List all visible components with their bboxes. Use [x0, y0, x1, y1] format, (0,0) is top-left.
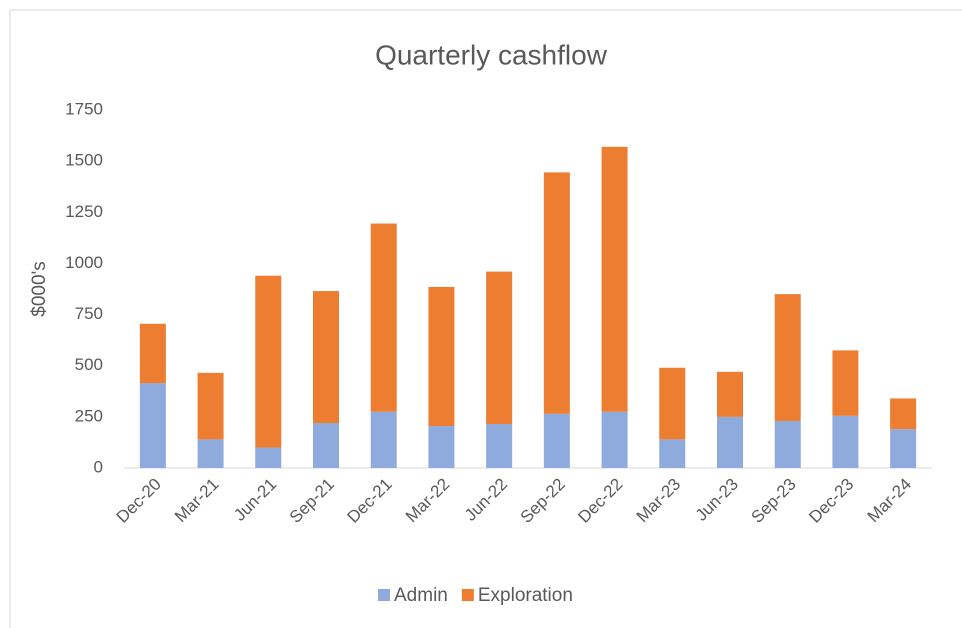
x-tick-label: Dec-20: [113, 475, 165, 527]
y-tick-label: 1750: [65, 99, 103, 118]
bar-segment: [717, 416, 743, 468]
bar-segment: [255, 275, 282, 448]
bar-segment: [428, 426, 455, 468]
x-tick-label: Sep-23: [748, 475, 800, 527]
y-tick-label: 1500: [65, 151, 103, 170]
bar-segment: [486, 271, 513, 425]
bar-segment: [428, 286, 455, 427]
bar-segment: [313, 291, 339, 423]
y-tick-label: 1250: [65, 202, 103, 221]
x-tick-label: Jun-21: [230, 475, 280, 525]
bar-segment: [139, 383, 166, 468]
y-tick-label: 500: [75, 355, 103, 374]
x-tick-label: Mar-24: [864, 475, 916, 527]
x-tick-label: Mar-23: [633, 475, 685, 527]
bar-segment: [774, 420, 801, 468]
bar-segment: [486, 424, 513, 468]
bar-segment: [370, 223, 397, 412]
bar-segment: [543, 413, 570, 468]
legend-label: Exploration: [478, 585, 573, 606]
bar-segment: [543, 172, 570, 414]
bar-segment: [601, 411, 628, 468]
bar-segment: [832, 415, 859, 468]
y-tick-label: 250: [75, 406, 103, 425]
chart-title: Quarterly cashflow: [375, 39, 608, 70]
bar-segment: [197, 439, 224, 468]
x-tick-label: Sep-21: [286, 475, 338, 527]
bar-segment: [890, 398, 917, 430]
y-tick-label: 0: [94, 457, 103, 476]
y-tick-label: 750: [75, 304, 103, 323]
bar-segment: [601, 146, 628, 412]
legend-swatch: [378, 589, 390, 601]
legend-label: Admin: [394, 585, 448, 606]
bar-segment: [313, 422, 339, 468]
bar-segment: [890, 429, 917, 468]
x-tick-label: Mar-22: [402, 475, 454, 527]
x-tick-label: Dec-21: [344, 475, 396, 527]
bar-segment: [370, 411, 397, 468]
bar-segment: [255, 447, 282, 468]
x-tick-label: Dec-22: [574, 475, 626, 527]
y-tick-label: 1000: [65, 253, 103, 272]
legend-swatch: [461, 589, 474, 601]
x-tick-label: Jun-22: [461, 475, 511, 525]
bar-segment: [197, 372, 224, 440]
x-tick-label: Dec-23: [805, 475, 857, 527]
bar-segment: [659, 439, 686, 468]
x-tick-label: Jun-23: [692, 475, 742, 525]
x-tick-label: Mar-21: [171, 475, 223, 527]
bar-segment: [774, 294, 801, 421]
chart-border: [9, 9, 962, 628]
y-axis-label: $000's: [29, 261, 50, 316]
bar-segment: [139, 323, 166, 384]
x-tick-label: Sep-22: [517, 475, 569, 527]
bar-segment: [659, 367, 686, 440]
bar-segment: [832, 350, 859, 416]
bar-segment: [717, 371, 743, 417]
